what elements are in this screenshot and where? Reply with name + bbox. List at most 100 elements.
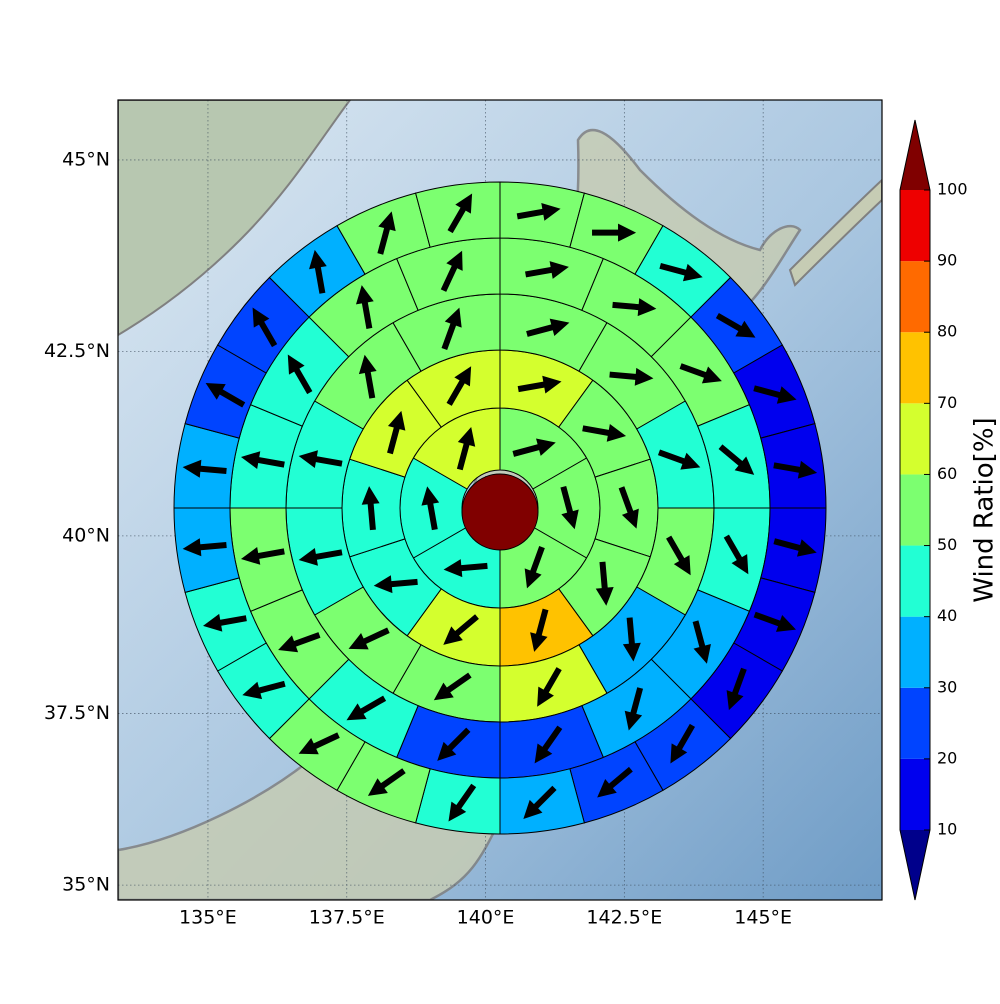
wind-arrow	[456, 426, 476, 471]
wind-arrow	[523, 785, 557, 820]
wind-arrow	[373, 575, 418, 594]
colorbar-bin	[900, 545, 930, 617]
y-tick-label: 45°N	[62, 148, 110, 170]
colorbar-tick-label: 60	[937, 464, 957, 483]
wind-arrow	[753, 611, 796, 632]
wind-arrow	[287, 354, 313, 395]
y-tick-label: 40°N	[62, 524, 110, 546]
axes: 135°E 137.5°E 140°E 142.5°E 145°E 35°N 37.5°N 4…	[44, 148, 792, 928]
wind-arrow	[726, 667, 747, 711]
colorbar-tick-label: 10	[937, 820, 957, 839]
colorbar-tick-label: 50	[937, 535, 957, 554]
wind-arrow	[278, 632, 321, 653]
wind-arrow	[753, 385, 797, 404]
wind-arrow	[367, 768, 406, 796]
wind-arrow	[309, 249, 327, 294]
wind-arrow	[377, 211, 396, 255]
wind-arrow	[346, 695, 387, 721]
wind-arrow	[361, 486, 380, 531]
wind-arrow	[443, 614, 479, 645]
colorbar-tick-label: 70	[937, 393, 957, 412]
y-tick-label: 42.5°N	[44, 340, 110, 362]
wind-arrow	[443, 559, 488, 578]
x-tick-label: 137.5°E	[309, 907, 385, 929]
wind-arrow	[659, 262, 703, 282]
arrows	[182, 193, 818, 822]
y-tick-label: 35°N	[62, 874, 110, 896]
wind-arrow	[670, 723, 696, 764]
wind-arrow	[447, 193, 473, 234]
wind-arrow	[240, 547, 285, 565]
colorbar-bin	[900, 474, 930, 546]
wind-arrow	[298, 450, 343, 469]
colorbar-tick-label: 100	[937, 180, 968, 199]
wind-arrow	[517, 375, 562, 394]
wind-arrow	[358, 354, 377, 399]
wind-arrow	[298, 732, 340, 755]
wind-arrow	[516, 202, 561, 221]
sector	[173, 507, 240, 593]
wind-arrow	[723, 534, 749, 575]
wind-arrow	[773, 460, 818, 479]
colorbar-extend-high	[900, 120, 930, 190]
colorbar-bin	[900, 687, 930, 759]
wind-arrow	[666, 535, 691, 576]
wind-arrow	[421, 486, 440, 531]
sector	[760, 507, 827, 593]
wind-arrow	[560, 485, 579, 530]
wind-arrow	[609, 367, 654, 386]
sector	[415, 768, 501, 835]
colorbar-bin	[900, 616, 930, 688]
colorbar-bin	[900, 261, 930, 333]
wind-arrow	[537, 667, 562, 707]
wind-arrow	[526, 318, 570, 337]
wind-arrow	[437, 727, 471, 761]
wind-arrow	[657, 449, 701, 470]
wind-arrow	[203, 613, 247, 632]
wind-arrow	[595, 561, 614, 606]
wind-arrow	[692, 620, 711, 664]
colorbar-bin	[900, 758, 930, 830]
wind-arrow	[524, 546, 545, 589]
wind-arrow	[624, 687, 644, 731]
colorbar-bin	[900, 403, 930, 475]
wind-arrow	[622, 617, 641, 662]
wind-arrow	[525, 261, 569, 279]
x-tick-label: 135°E	[179, 907, 237, 929]
wind-arrow	[679, 363, 722, 384]
wind-arrow	[440, 250, 463, 292]
colorbar-bin	[900, 332, 930, 404]
x-tick-label: 140°E	[457, 907, 515, 929]
wind-arrow	[530, 608, 549, 652]
wind-arrow	[718, 444, 755, 475]
colorbar-bin	[900, 190, 930, 262]
colorbar-tick-label: 30	[937, 677, 957, 696]
colorbar-extend-low	[900, 830, 930, 900]
wind-arrow	[612, 298, 657, 317]
map-frame	[117, 99, 883, 901]
wind-arrow	[242, 680, 286, 700]
wind-arrow	[715, 312, 756, 338]
x-tick-label: 142.5°E	[586, 907, 662, 929]
wind-arrow	[240, 451, 285, 469]
wind-arrow	[597, 766, 633, 798]
wind-arrow	[512, 438, 556, 457]
wind-arrow	[441, 307, 462, 351]
x-tick-label: 145°E	[734, 907, 792, 929]
colorbar-tick-label: 90	[937, 251, 957, 270]
colorbar-tick-label: 20	[937, 748, 957, 767]
y-tick-label: 37.5°N	[44, 702, 110, 724]
wind-arrow	[582, 424, 627, 442]
wind-arrow	[534, 725, 563, 764]
wind-arrow	[387, 410, 406, 455]
colorbar-label: Wind Ratio[%]	[970, 417, 1000, 602]
wind-arrow	[182, 538, 227, 557]
wind-arrow	[182, 459, 227, 478]
wind-arrow	[773, 538, 817, 557]
wind-arrow	[433, 672, 472, 701]
wind-arrow	[298, 547, 343, 566]
wind-arrow	[205, 382, 246, 408]
wind-arrow	[592, 223, 637, 242]
wind-arrow	[252, 307, 278, 348]
